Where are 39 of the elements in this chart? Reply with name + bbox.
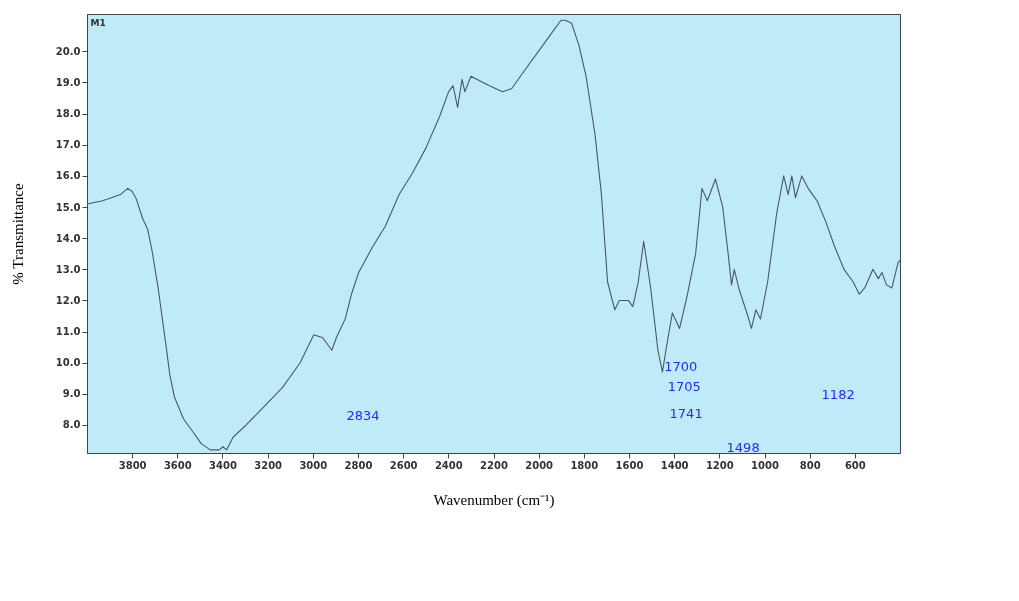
x-tick-label: 3200 — [254, 459, 283, 471]
y-tick-label: 14.0 — [55, 232, 81, 244]
y-tick-label: 8.0 — [62, 419, 81, 431]
annotation: 1700 — [664, 358, 698, 374]
x-tick-label: 3600 — [163, 459, 192, 471]
x-tick-label: 3000 — [299, 459, 328, 471]
x-tick-label: 2200 — [480, 459, 508, 471]
annotation: 1182 — [821, 387, 855, 403]
y-tick-label: 13.0 — [55, 263, 81, 275]
x-tick-label: 3400 — [209, 459, 237, 471]
x-tick-label: 1800 — [570, 459, 599, 471]
x-tick-label: 600 — [844, 459, 866, 471]
y-tick-label: 16.0 — [55, 170, 81, 182]
y-axis-title: % Transmittance — [9, 183, 26, 285]
x-tick-label: 2600 — [389, 459, 418, 471]
x-tick-label: 2000 — [525, 459, 554, 471]
x-tick-label: 800 — [799, 459, 821, 471]
annotation: 1705 — [667, 379, 701, 395]
x-tick-label: 1600 — [615, 459, 644, 471]
x-tick-label: 2400 — [434, 459, 463, 471]
y-tick-label: 9.0 — [62, 388, 81, 400]
annotation: 1741 — [669, 406, 703, 422]
y-tick-label: 17.0 — [55, 139, 81, 151]
x-tick-label: 1000 — [751, 459, 779, 471]
y-tick-label: 19.0 — [55, 77, 81, 88]
y-tick-label: 20.0 — [55, 45, 81, 57]
x-tick-label: 2800 — [344, 459, 373, 471]
x-axis-title: Wavenumber (cm⁻¹) — [433, 491, 555, 509]
annotation: 2834 — [346, 407, 380, 423]
x-tick-label: 3800 — [118, 459, 147, 471]
y-tick-label: 18.0 — [55, 108, 81, 120]
x-tick-label: 1400 — [660, 459, 689, 471]
y-tick-label: 15.0 — [55, 201, 81, 213]
annotation: M1 — [90, 18, 106, 29]
annotation: 1498 — [726, 439, 760, 455]
y-tick-label: 11.0 — [55, 326, 81, 338]
x-tick-label: 1200 — [705, 459, 734, 471]
y-tick-label: 12.0 — [55, 294, 81, 306]
y-tick-label: 10.0 — [55, 357, 81, 369]
